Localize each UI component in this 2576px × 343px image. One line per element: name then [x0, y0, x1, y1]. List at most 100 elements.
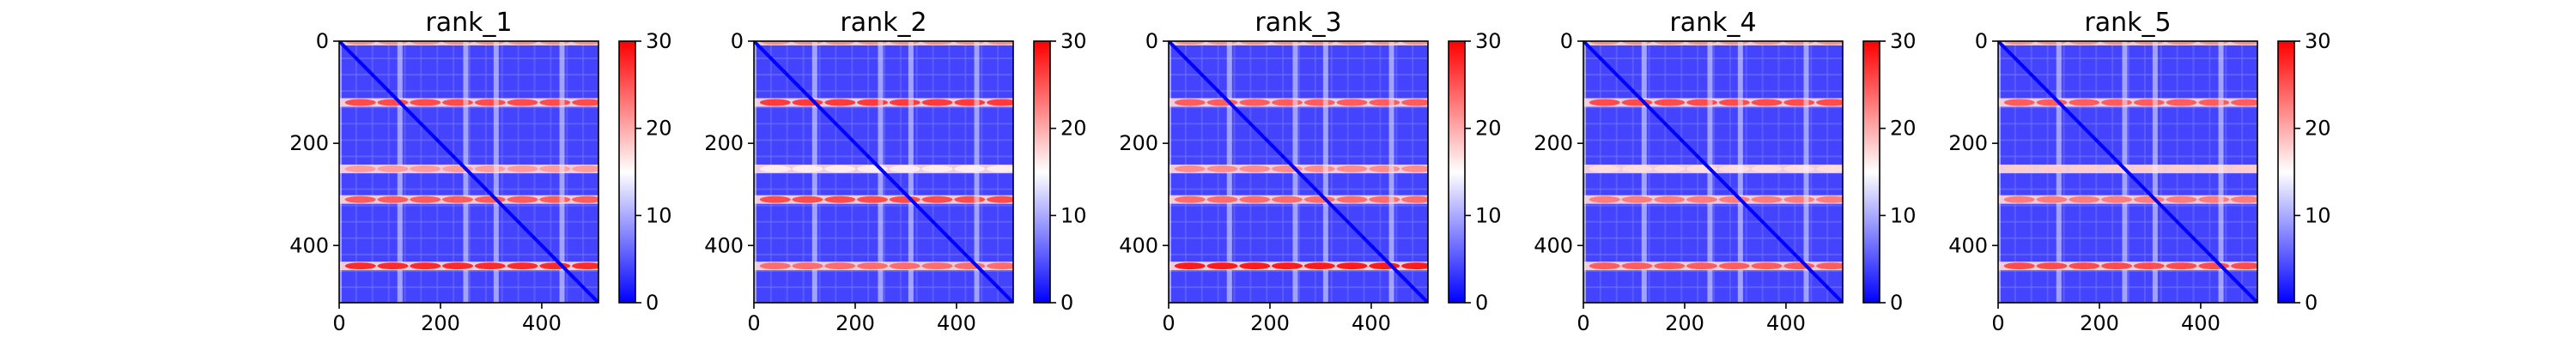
hot-spot [2231, 196, 2257, 203]
hot-spot [824, 41, 856, 45]
hot-spot [1174, 196, 1206, 203]
hot-spot [344, 99, 376, 106]
colorbar-tick-label: 0 [1060, 291, 1073, 315]
axes-frame [1168, 40, 1429, 304]
band-col [1322, 41, 1328, 303]
hot-spot [824, 165, 856, 172]
colorbar-tick-label: 0 [1890, 291, 1903, 315]
hot-spot [2231, 99, 2257, 106]
hot-spot [1239, 262, 1271, 270]
colorbar-tick-label: 30 [1890, 29, 1917, 53]
x-tick-label: 400 [522, 311, 562, 335]
hot-spot [1239, 196, 1271, 203]
hot-spot [1751, 165, 1783, 172]
texture-row [1169, 139, 1428, 141]
texture-row [754, 57, 1013, 60]
hot-spot [377, 196, 409, 203]
texture-row [339, 155, 598, 158]
hot-spot [2101, 196, 2133, 203]
texture-row [1583, 237, 1843, 239]
x-tick-label: 400 [1766, 311, 1806, 335]
texture-row [1998, 155, 2257, 158]
band-col [878, 41, 884, 303]
hot-spot [442, 99, 474, 106]
hot-spot [954, 165, 986, 172]
colorbar-tick-label: 10 [1890, 203, 1917, 227]
hot-spot [1654, 99, 1686, 106]
texture-row [339, 220, 598, 223]
band-col [2122, 41, 2128, 303]
texture-row [1169, 74, 1428, 76]
texture-row [1169, 155, 1428, 158]
hot-spot [1272, 262, 1303, 270]
colorbar-tick-label: 20 [1890, 117, 1917, 141]
texture-row [754, 220, 1013, 223]
hot-spot [1654, 41, 1686, 45]
band-col [1388, 41, 1394, 303]
texture-row [754, 188, 1013, 190]
hot-spot [539, 196, 571, 203]
hot-spot [1401, 165, 1428, 172]
band-col [908, 41, 914, 303]
hot-spot [824, 262, 856, 270]
band-col [1292, 41, 1298, 303]
hot-spot [474, 165, 506, 172]
texture-row [1998, 204, 2257, 207]
texture-row [1998, 123, 2257, 125]
hot-spot [824, 99, 856, 106]
hot-spot [377, 165, 409, 172]
panel-title: rank_3 [1255, 8, 1341, 38]
hot-spot [1783, 99, 1815, 106]
colorbar-tick-label: 0 [646, 291, 659, 315]
hot-spot [410, 99, 441, 106]
y-tick-label: 400 [704, 233, 744, 257]
panel-rank_4: rank_4 0 200 400 0 200 400 0 10 20 30 [1534, 8, 1916, 335]
texture-row [1169, 204, 1428, 207]
y-tick-label: 0 [1145, 29, 1158, 53]
hot-spot [1654, 262, 1686, 270]
hot-spot [1686, 196, 1718, 203]
hot-spot [1303, 165, 1335, 172]
colorbar-tick-label: 10 [1475, 203, 1502, 227]
texture-row [754, 106, 1013, 109]
band-col [463, 41, 469, 303]
colorbar-tick-label: 30 [2305, 29, 2331, 53]
hot-spot [1654, 165, 1686, 172]
colorbar-tick-label: 20 [1475, 117, 1502, 141]
texture-row [754, 253, 1013, 256]
hot-spot [507, 99, 538, 106]
texture-row [339, 269, 598, 272]
x-tick-label: 200 [2080, 311, 2119, 335]
hot-spot [759, 99, 791, 106]
hot-spot [987, 262, 1013, 270]
texture-row [1169, 57, 1428, 60]
texture-row [1169, 237, 1428, 239]
colorbar-tick-label: 0 [1475, 291, 1488, 315]
hot-spot [1369, 99, 1400, 106]
texture-row [754, 286, 1013, 288]
texture-row [754, 139, 1013, 141]
heatmap-image [1998, 41, 2257, 303]
y-tick-label: 0 [731, 29, 744, 53]
hot-spot [759, 262, 791, 270]
hot-spot [987, 196, 1013, 203]
texture-row [339, 57, 598, 60]
axes-frame [1997, 40, 2258, 304]
texture-row [1169, 269, 1428, 272]
texture-row [339, 188, 598, 190]
texture-row [339, 237, 598, 239]
y-tick-label: 200 [1948, 131, 1988, 155]
hot-spot [572, 99, 598, 106]
hot-spot [1621, 262, 1653, 270]
hot-spot [889, 99, 920, 106]
hot-spot [474, 262, 506, 270]
hot-spot [2166, 196, 2197, 203]
diagonal-line [1169, 41, 1428, 303]
hot-spot [2069, 196, 2100, 203]
hot-spot [1303, 262, 1335, 270]
texture-row [1169, 106, 1428, 109]
texture-row [339, 106, 598, 109]
hot-spot [572, 165, 598, 172]
hot-spot [1336, 196, 1368, 203]
hot-spot [2069, 99, 2100, 106]
